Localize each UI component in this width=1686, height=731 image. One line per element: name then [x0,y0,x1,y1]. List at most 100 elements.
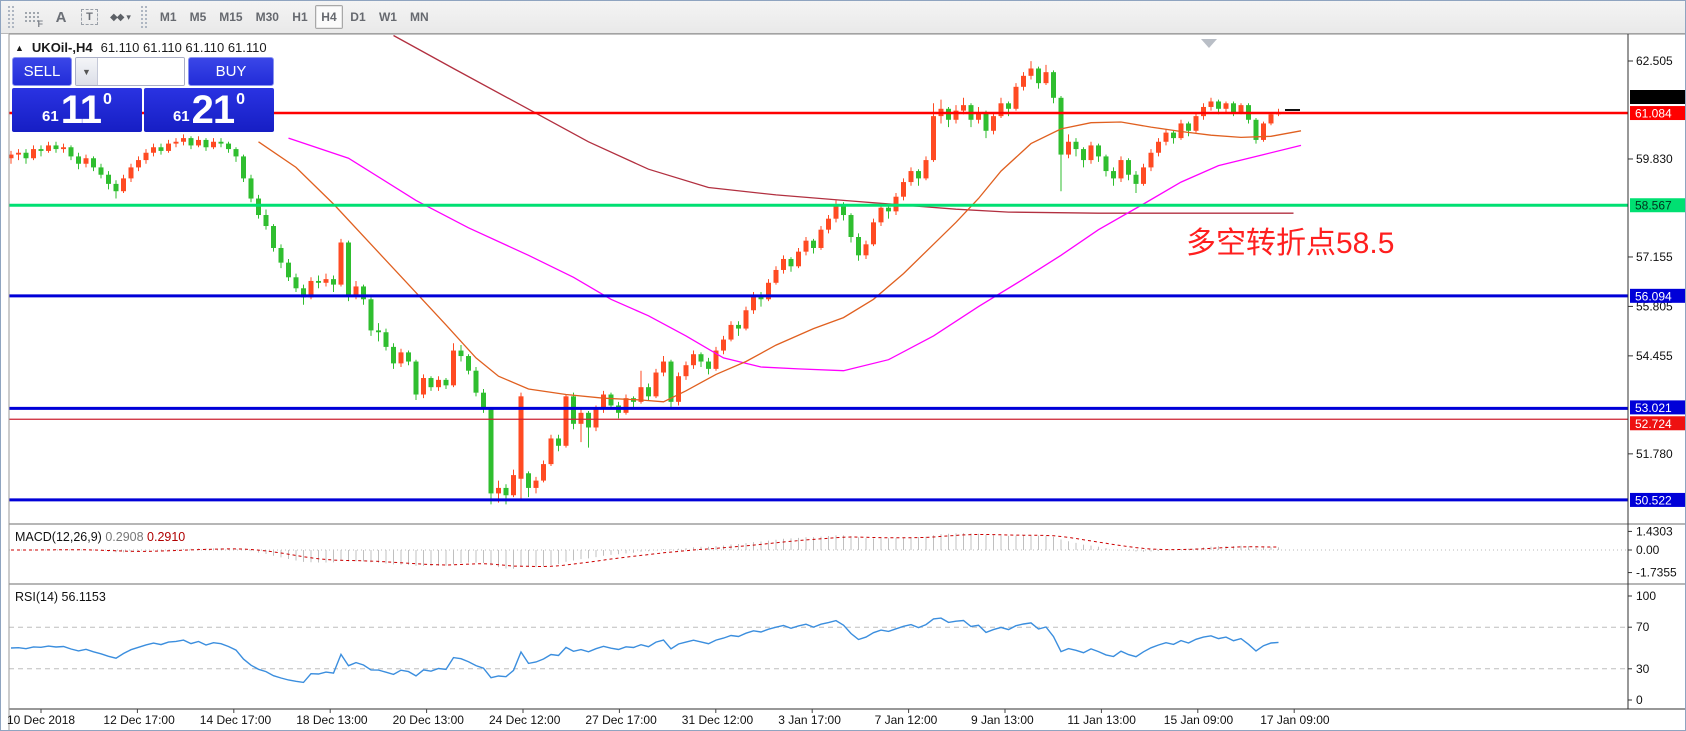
volume-input[interactable] [97,58,184,85]
time-label: 18 Dec 13:00 [296,713,368,727]
sell-button[interactable]: SELL [12,57,72,86]
text-label-button[interactable]: A [48,5,74,29]
price-tick-label: 54.455 [1636,349,1673,363]
panel-collapse-arrow[interactable]: ▲ [15,43,24,53]
candle [346,242,351,296]
toolbar-grip-2[interactable] [140,6,147,28]
candle [128,167,134,179]
candle [646,387,651,397]
candle [496,487,501,494]
candle [443,379,449,386]
timeframe-button-d1[interactable]: D1 [350,10,366,24]
candle [1238,105,1244,113]
candle [773,269,779,283]
candle [856,237,861,256]
timeframe-button-h4[interactable]: H4 [314,5,343,29]
buy-button[interactable]: BUY [188,57,274,86]
candle [1186,123,1191,131]
timeframe-button-m5[interactable]: M5 [189,10,207,24]
price-badge-label: 58.567 [1635,199,1672,213]
candle [151,147,156,153]
moving-average-fast [258,121,1302,403]
shapes-icon: ◆◆ [110,11,124,23]
candle [466,356,471,371]
candle [796,251,801,267]
sell-price-pips: 11 [60,88,102,133]
shapes-button[interactable]: ◆◆ ▾ [105,5,136,29]
candle [316,280,321,283]
timeframe-button-m30[interactable]: M30 [255,10,279,24]
volume-decrease-button[interactable]: ▼ [76,58,98,85]
price-badge-53.021 [1630,400,1685,415]
candle [173,141,179,144]
timeframe-button-m1[interactable]: M1 [159,10,177,24]
candle [383,332,389,347]
text-box-button[interactable]: T [76,5,103,29]
candle [698,354,704,362]
candle [1216,101,1221,109]
candle [916,171,921,179]
candle [886,207,891,212]
price-badge-label: 53.021 [1635,401,1672,415]
candle [1141,167,1146,184]
candle [481,392,486,410]
price-badge-label: 50.522 [1635,493,1672,507]
candle [1208,101,1214,107]
price-axis[interactable] [1629,34,1686,709]
chart-background [9,34,1685,730]
candle [188,138,194,146]
candle [98,167,104,175]
time-axis[interactable] [9,709,1628,731]
candle [293,277,299,289]
candle [53,145,59,150]
candle [1013,86,1019,109]
timeframe-button-m15[interactable]: M15 [219,10,243,24]
candle [841,204,846,216]
candle [1028,68,1034,76]
moving-average-mid [288,137,1302,372]
candle [1103,156,1109,172]
candle [1096,145,1101,157]
candle [46,145,51,151]
candle [1171,132,1176,139]
sell-price-tile[interactable]: 61 11 0 [12,88,142,132]
time-label: 7 Jan 12:00 [875,713,938,727]
rsi-line [10,617,1279,684]
symbol-label: UKOil-,H4 [31,40,93,55]
autoscroll-marker-icon [1201,39,1217,48]
candle [931,116,936,161]
candle [721,339,726,351]
candle [706,361,711,369]
candle [1066,141,1071,155]
data-window-button[interactable]: F [19,5,46,29]
macd-label: MACD(12,26,9) 0.2908 0.2910 [15,530,185,544]
candle [548,438,554,465]
candle [278,247,284,263]
time-label: 9 Jan 13:00 [971,713,1034,727]
candle [563,396,569,446]
candle [1088,145,1094,161]
candle [803,240,809,252]
toolbar: F A T ◆◆ ▾ M1 M5 M15 M30 H1 H4 D1 W1 MN [1,1,1685,34]
candle [781,258,786,270]
timeframe-button-w1[interactable]: W1 [378,10,397,24]
candle [1126,160,1131,175]
time-label: 15 Jan 09:00 [1164,713,1234,727]
toolbar-grip[interactable] [8,6,14,28]
candle [923,160,929,179]
timeframe-button-h1[interactable]: H1 [292,10,308,24]
candle [526,473,531,488]
time-label: 3 Jan 17:00 [778,713,841,727]
buy-price-tile[interactable]: 61 21 0 [144,88,274,132]
candle [901,182,906,197]
timeframe-button-mn[interactable]: MN [409,10,429,24]
candle [766,282,771,300]
sell-price-base: 61 [42,108,59,125]
candle [1231,103,1236,113]
candle [368,299,374,331]
moving-average-slow [393,34,1294,214]
candle [76,156,81,164]
candle [661,361,666,373]
